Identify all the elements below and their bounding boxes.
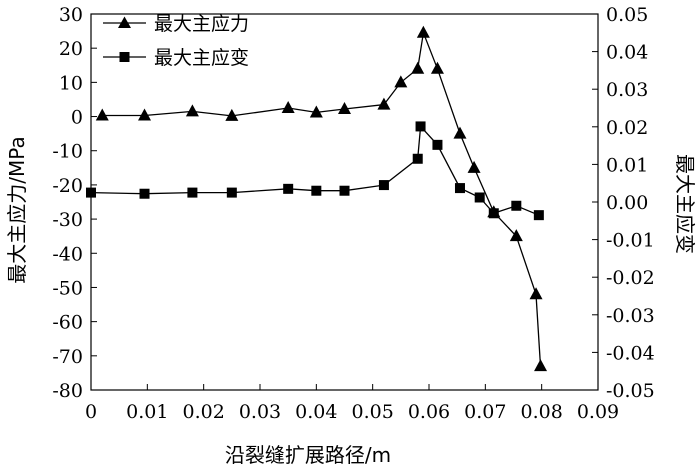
x-tick-label: 0.09 <box>577 401 619 423</box>
data-point-stress <box>529 287 543 300</box>
data-point-strain <box>378 180 389 191</box>
data-point-strain <box>412 153 423 164</box>
data-point-strain <box>339 185 350 196</box>
x-tick-label: 0.01 <box>126 401 168 423</box>
data-point-strain <box>432 139 443 150</box>
right-y-tick-label: -0.03 <box>606 305 655 327</box>
left-y-tick-label: -70 <box>52 346 83 368</box>
data-point-strain <box>533 210 544 221</box>
data-point-strain <box>488 208 499 219</box>
data-point-stress <box>453 126 467 139</box>
left-y-tick-label: -50 <box>52 277 83 299</box>
left-y-axis: 30 20 10 0 -10 -20 -30 -40 -50 -60 -70 -80 <box>52 4 97 402</box>
x-tick-label: 0.04 <box>295 401 337 423</box>
data-point-stress <box>377 97 391 110</box>
left-y-tick-label: 10 <box>59 72 83 94</box>
data-point-strain <box>283 183 294 194</box>
data-point-stress <box>416 25 430 38</box>
series-line-strain <box>90 124 540 216</box>
right-y-tick-label: -0.04 <box>606 342 655 364</box>
data-point-stress <box>95 108 109 121</box>
data-point-strain <box>139 188 150 199</box>
x-tick-label: 0.05 <box>352 401 394 423</box>
left-y-tick-label: -40 <box>52 243 83 265</box>
right-y-tick-label: 0.00 <box>606 192 648 214</box>
right-y-tick-label: -0.01 <box>606 230 655 252</box>
data-point-stress <box>225 108 239 121</box>
left-y-tick-label: 30 <box>59 4 83 26</box>
data-point-stress <box>430 61 444 74</box>
right-y-tick-label: 0.03 <box>606 79 648 101</box>
legend-square-icon <box>119 52 130 62</box>
legend-triangle-icon <box>118 16 131 28</box>
data-point-stress <box>138 108 152 121</box>
left-y-tick-label: -80 <box>52 380 83 402</box>
data-point-stress <box>467 160 481 173</box>
series-markers <box>86 25 548 372</box>
x-axis-title: 沿裂缝扩展路径/m <box>225 443 391 467</box>
legend: 最大主应力 最大主应变 <box>103 13 249 69</box>
right-y-tick-label: 0.01 <box>606 154 648 176</box>
data-point-strain <box>454 183 465 194</box>
data-point-strain <box>415 121 426 132</box>
x-tick-label: 0.02 <box>183 401 225 423</box>
right-y-tick-label: 0.05 <box>606 4 648 26</box>
left-y-tick-label: -60 <box>52 312 83 334</box>
data-point-stress <box>185 104 199 117</box>
left-y-axis-title: 最大主应力/MPa <box>5 136 29 283</box>
data-point-stress <box>411 61 425 74</box>
right-y-axis-title: 最大主应变 <box>673 154 697 254</box>
right-y-tick-label: -0.05 <box>606 380 655 402</box>
left-y-tick-label: 20 <box>59 38 83 60</box>
x-tick-label: 0.03 <box>239 401 281 423</box>
plot-frame <box>90 13 599 391</box>
data-point-stress <box>394 75 408 88</box>
right-y-axis: 0.05 0.04 0.03 0.02 0.01 0.00 -0.01 -0.02 -0.03 -… <box>592 4 655 402</box>
data-point-strain <box>311 185 322 196</box>
data-point-strain <box>474 192 485 203</box>
data-point-stress <box>281 101 295 113</box>
data-point-stress <box>309 105 323 118</box>
x-tick-label: 0.06 <box>408 401 450 423</box>
x-tick-label: 0.07 <box>464 401 506 423</box>
x-axis: 0 0.01 0.02 0.03 0.04 0.05 0.06 0.07 0.08 0.09 <box>85 384 619 423</box>
left-y-tick-label: -10 <box>52 141 83 163</box>
legend-label-strain: 最大主应变 <box>154 47 249 69</box>
right-y-tick-label: -0.02 <box>606 267 655 289</box>
left-y-tick-label: -20 <box>52 175 83 197</box>
data-point-strain <box>226 187 237 198</box>
left-y-tick-label: -30 <box>52 209 83 231</box>
data-point-strain <box>86 187 96 198</box>
data-point-stress <box>509 229 523 242</box>
data-point-strain <box>187 187 198 198</box>
right-y-tick-label: 0.02 <box>606 117 648 139</box>
x-tick-label: 0 <box>85 401 97 423</box>
x-tick-label: 0.08 <box>521 401 563 423</box>
data-point-strain <box>511 200 522 211</box>
legend-label-stress: 最大主应力 <box>154 13 249 35</box>
right-y-tick-label: 0.04 <box>606 42 648 64</box>
data-point-stress <box>338 102 351 115</box>
left-y-tick-label: 0 <box>71 107 83 129</box>
data-point-stress <box>534 359 548 372</box>
series-lines <box>90 30 542 367</box>
